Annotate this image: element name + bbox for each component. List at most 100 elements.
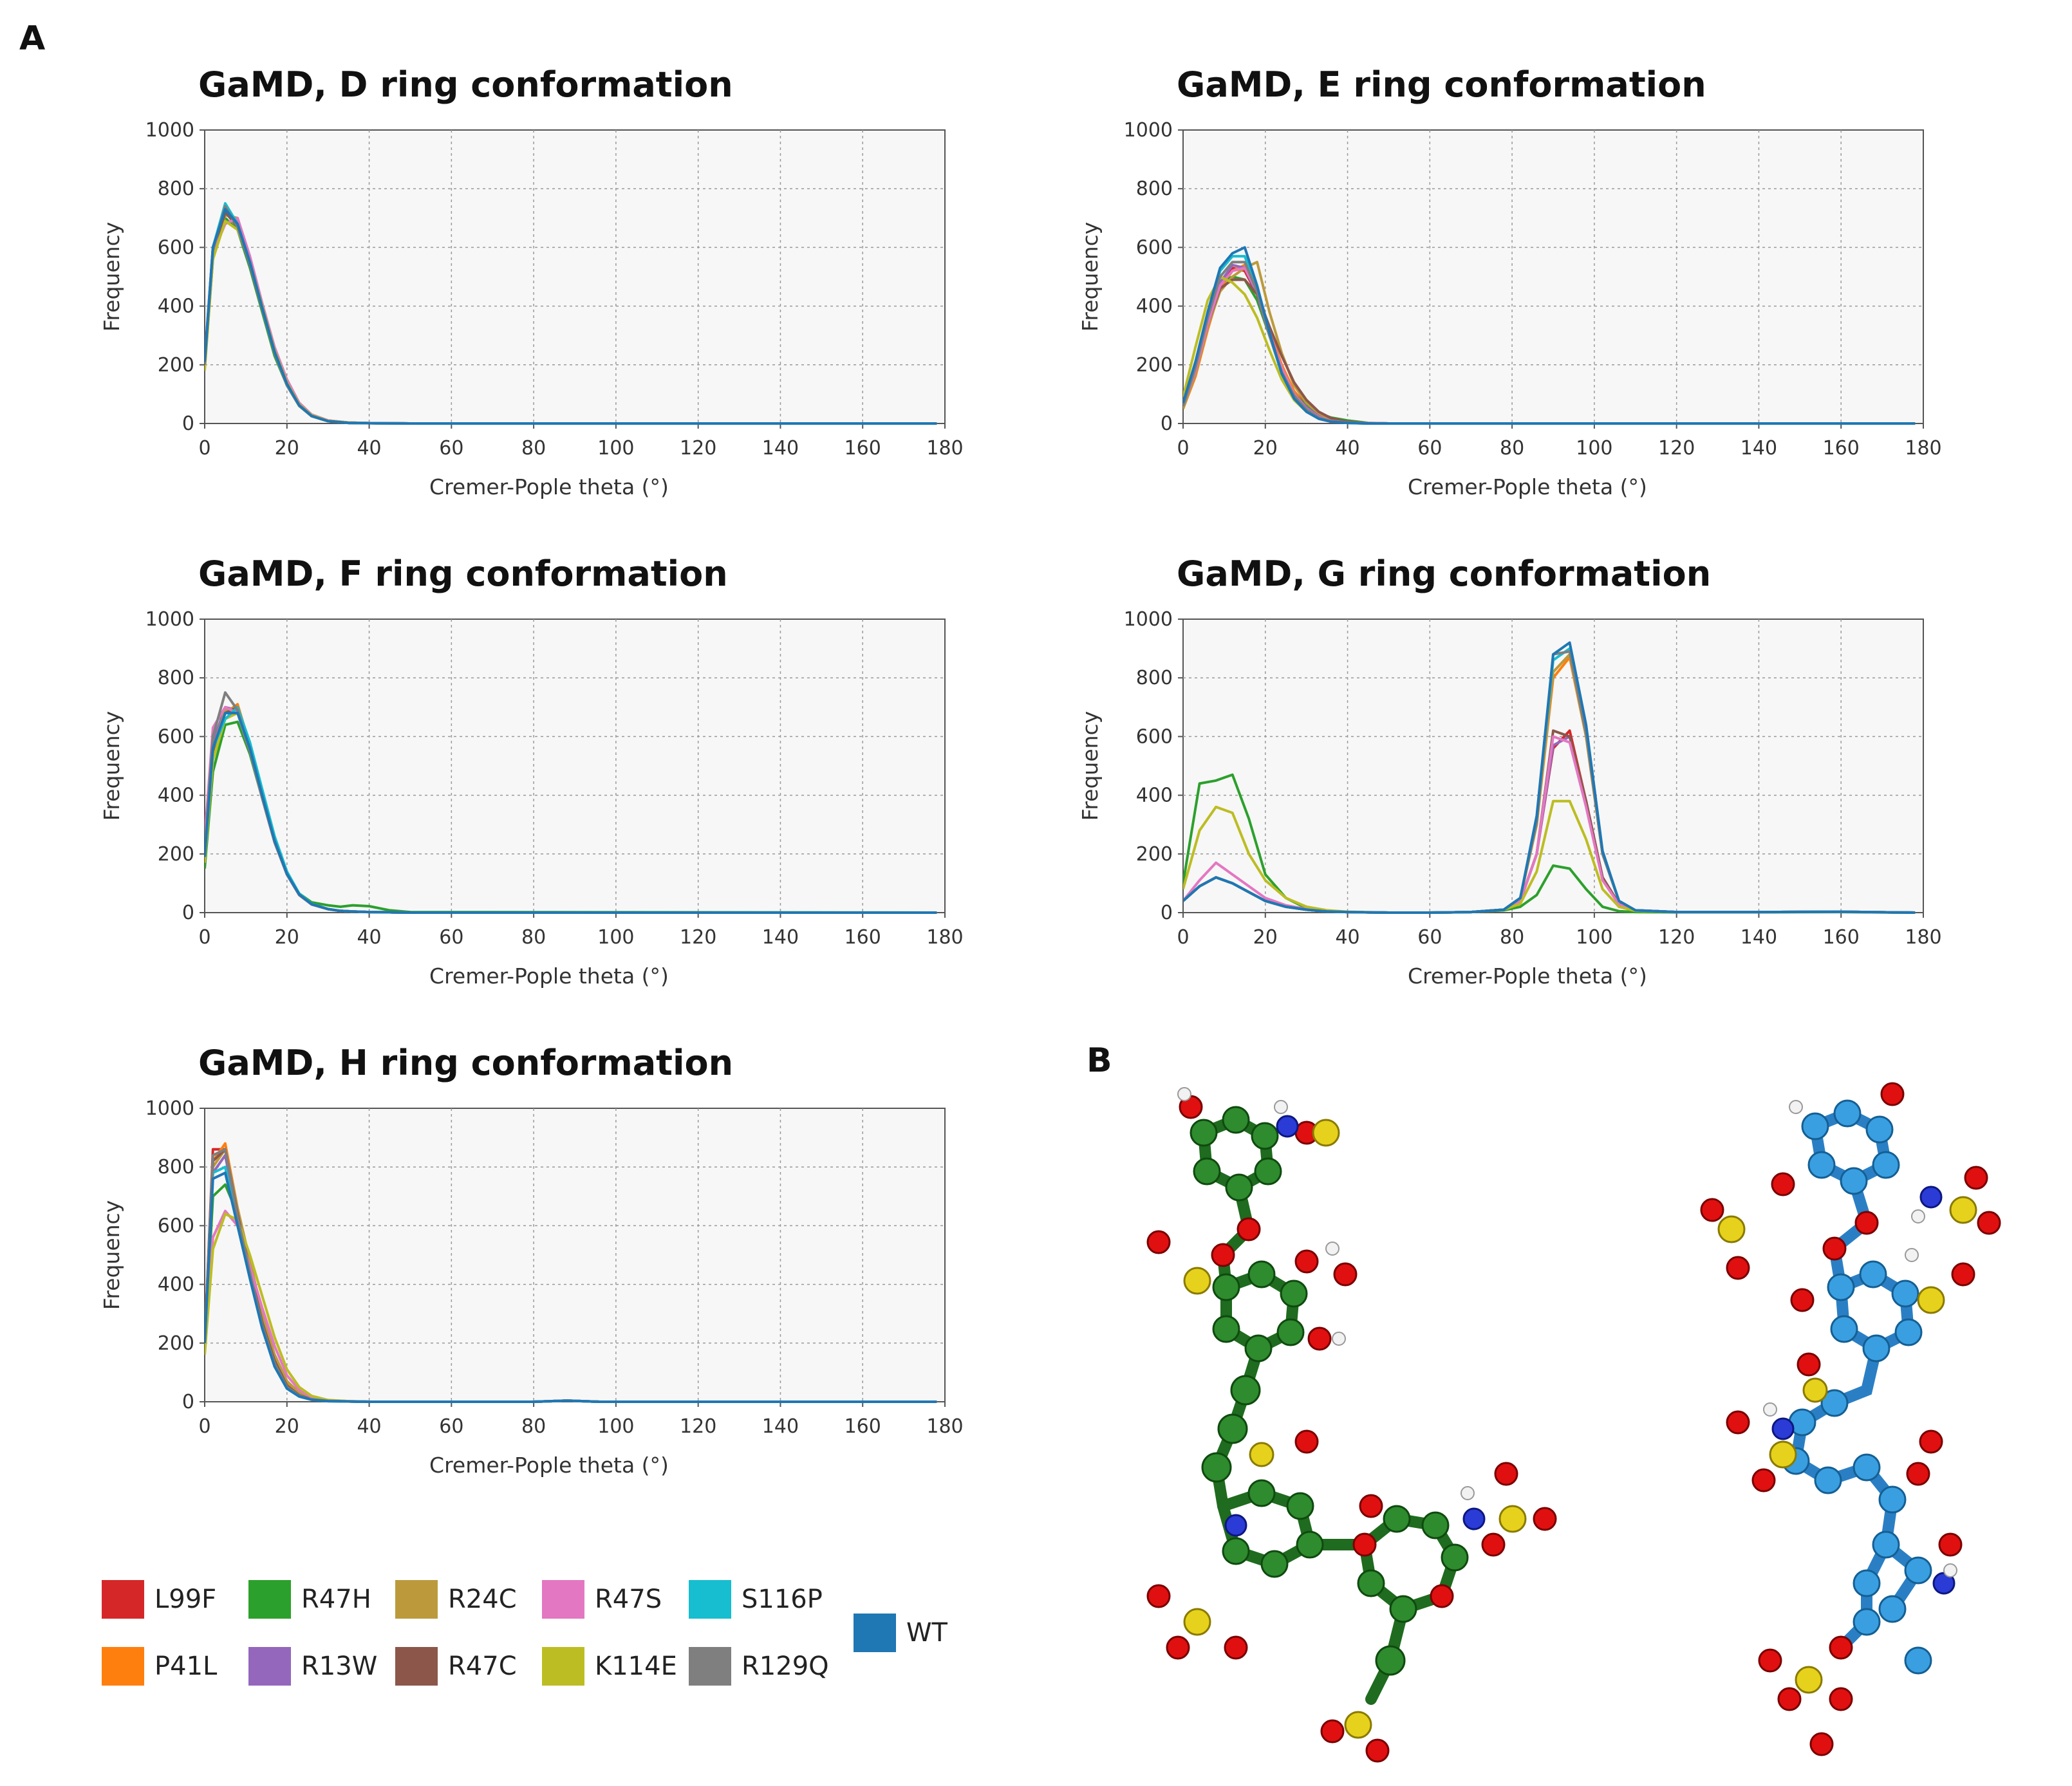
atom-carbon (1853, 1569, 1881, 1597)
atom-oxygen (1951, 1262, 1975, 1287)
y-tick-label: 800 (1136, 667, 1173, 689)
y-tick-label: 200 (1136, 354, 1173, 377)
legend-label: R47C (448, 1651, 517, 1681)
atom-nitrogen (1919, 1186, 1943, 1209)
legend-label: R129Q (742, 1651, 829, 1681)
legend-label: S116P (742, 1585, 823, 1614)
x-tick-label: 0 (198, 437, 210, 460)
atom-hydrogen (1763, 1402, 1777, 1417)
x-tick-label: 60 (439, 1415, 463, 1438)
atom-carbon (1244, 1334, 1273, 1363)
legend-item-r13w: R13W (248, 1647, 377, 1686)
atom-oxygen (1777, 1687, 1802, 1711)
legend-item-k114e: K114E (542, 1647, 677, 1686)
x-axis-label: Cremer-Pople theta (°) (1408, 963, 1647, 989)
atom-nitrogen (1771, 1417, 1795, 1440)
series-line-wt (1183, 246, 1916, 425)
plot-area (204, 1108, 946, 1402)
legend-item-r24c: R24C (395, 1580, 517, 1619)
atom-sulfur (1802, 1377, 1828, 1403)
atom-sulfur (1249, 1442, 1274, 1467)
y-tick-label: 0 (182, 413, 194, 435)
atom-carbon (1441, 1543, 1469, 1572)
atom-sulfur (1917, 1286, 1945, 1314)
y-tick-label: 800 (158, 667, 194, 689)
x-axis-label: Cremer-Pople theta (°) (429, 1453, 669, 1478)
x-tick-label: 80 (521, 1415, 546, 1438)
atom-oxygen (1829, 1635, 1853, 1660)
legend-swatch (395, 1647, 438, 1686)
x-tick-label: 160 (845, 437, 881, 460)
atom-carbon (1878, 1595, 1907, 1623)
atom-hydrogen (1905, 1248, 1919, 1262)
x-tick-label: 140 (762, 437, 799, 460)
atom-carbon (1225, 1173, 1253, 1202)
y-axis-label: Frequency (99, 711, 124, 821)
y-tick-label: 0 (1161, 413, 1173, 435)
atom-carbon (1260, 1550, 1289, 1578)
y-tick-label: 0 (182, 1391, 194, 1413)
atom-oxygen (1333, 1262, 1358, 1287)
atom-carbon (1247, 1479, 1276, 1507)
atom-carbon (1904, 1556, 1932, 1585)
atom-carbon (1833, 1099, 1862, 1128)
x-tick-label: 40 (357, 1415, 381, 1438)
chart-svg: GaMD, H ring conformation 0 20 40 60 80 100 120… (99, 1043, 964, 1478)
x-tick-label: 100 (597, 1415, 634, 1438)
atom-hydrogen (1911, 1209, 1925, 1223)
atom-oxygen (1494, 1462, 1518, 1486)
y-axis-label: Frequency (99, 1200, 124, 1310)
atom-oxygen (1751, 1468, 1776, 1493)
atom-carbon (1904, 1646, 1932, 1675)
chart-h-ring: GaMD, H ring conformation 0 20 40 60 80 100 120… (0, 1030, 966, 1522)
series-line-wt (205, 711, 937, 914)
x-tick-label: 60 (1417, 437, 1442, 460)
atom-oxygen (1726, 1410, 1750, 1435)
atom-carbon (1222, 1537, 1250, 1565)
atom-carbon (1212, 1273, 1240, 1301)
y-tick-label: 400 (1136, 295, 1173, 318)
atom-hydrogen (1943, 1563, 1957, 1577)
x-tick-label: 60 (439, 437, 463, 460)
molecule-blue-structure (1700, 1082, 2001, 1756)
atom-carbon (1296, 1530, 1324, 1559)
x-axis-label: Cremer-Pople theta (°) (1408, 474, 1647, 499)
x-tick-label: 0 (1177, 926, 1189, 949)
x-tick-label: 40 (357, 437, 381, 460)
atom-oxygen (1822, 1236, 1847, 1261)
atom-sulfur (1498, 1505, 1527, 1533)
atom-sulfur (1717, 1215, 1746, 1243)
x-tick-label: 60 (439, 926, 463, 949)
x-tick-label: 100 (1576, 926, 1612, 949)
x-tick-label: 40 (1335, 437, 1359, 460)
x-tick-label: 160 (845, 926, 881, 949)
atom-carbon (1357, 1569, 1385, 1597)
atom-nitrogen (1462, 1507, 1486, 1530)
legend-swatch (689, 1580, 731, 1619)
atom-hydrogen (1461, 1486, 1475, 1500)
atom-oxygen (1919, 1429, 1943, 1454)
y-tick-label: 600 (158, 236, 194, 259)
y-tick-label: 1000 (145, 608, 194, 631)
chart-e-ring: GaMD, E ring conformation 0 20 40 60 80 100 120… (978, 51, 1944, 544)
chart-title: GaMD, D ring conformation (198, 64, 733, 105)
chart-d-ring: GaMD, D ring conformation 0 20 40 60 80 100 120… (0, 51, 966, 544)
atom-carbon (1230, 1375, 1261, 1406)
atom-carbon (1201, 1452, 1232, 1483)
chart-title: GaMD, H ring conformation (198, 1043, 733, 1083)
series-line-wt (205, 1171, 937, 1403)
atom-oxygen (1809, 1732, 1834, 1756)
atom-oxygen (1700, 1198, 1724, 1222)
x-tick-label: 120 (680, 437, 716, 460)
chart-g-ring: GaMD, G ring conformation 0 20 40 60 80 100 120… (978, 541, 1944, 1033)
chart-f-ring: GaMD, F ring conformation 0 20 40 60 80 100 120… (0, 541, 966, 1033)
x-axis-label: Cremer-Pople theta (°) (429, 963, 669, 989)
x-tick-label: 120 (1658, 437, 1695, 460)
atom-oxygen (1237, 1217, 1261, 1242)
y-tick-label: 200 (158, 354, 194, 377)
legend-item-r129q: R129Q (689, 1647, 829, 1686)
x-tick-label: 160 (1823, 437, 1860, 460)
x-tick-label: 40 (1335, 926, 1359, 949)
atom-carbon (1853, 1608, 1881, 1636)
y-tick-label: 200 (1136, 843, 1173, 866)
